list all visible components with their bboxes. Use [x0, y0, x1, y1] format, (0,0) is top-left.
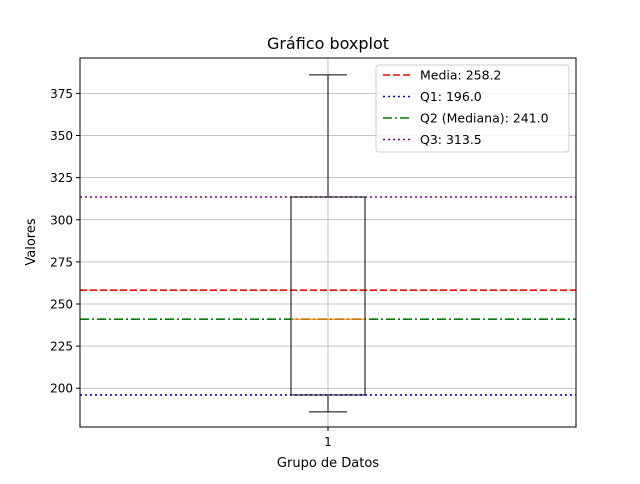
legend-box [375, 64, 570, 153]
y-tick-label: 325 [50, 171, 73, 185]
legend-label: Q3: 313.5 [420, 132, 482, 147]
legend-label: Media: 258.2 [420, 68, 502, 83]
box-iqr [290, 196, 366, 396]
legend-label: Q2 (Mediana): 241.0 [420, 111, 549, 126]
legend: Media: 258.2 Q1: 196.0 Q2 (Mediana): 241.0… [375, 64, 570, 153]
y-tick-label: 250 [50, 298, 73, 312]
x-tick-label: 1 [324, 435, 332, 449]
y-tick-label: 300 [50, 213, 73, 227]
x-axis-label: Grupo de Datos [277, 456, 379, 471]
y-tick-label: 275 [50, 255, 73, 269]
y-axis-label: Valores [24, 218, 39, 265]
legend-label: Q1: 196.0 [420, 89, 482, 104]
y-tick-label: 375 [50, 87, 73, 101]
y-tick-label: 200 [50, 382, 73, 396]
chart-title: Gráfico boxplot [267, 34, 389, 53]
y-tick-label: 225 [50, 340, 73, 354]
y-tick-label: 350 [50, 129, 73, 143]
